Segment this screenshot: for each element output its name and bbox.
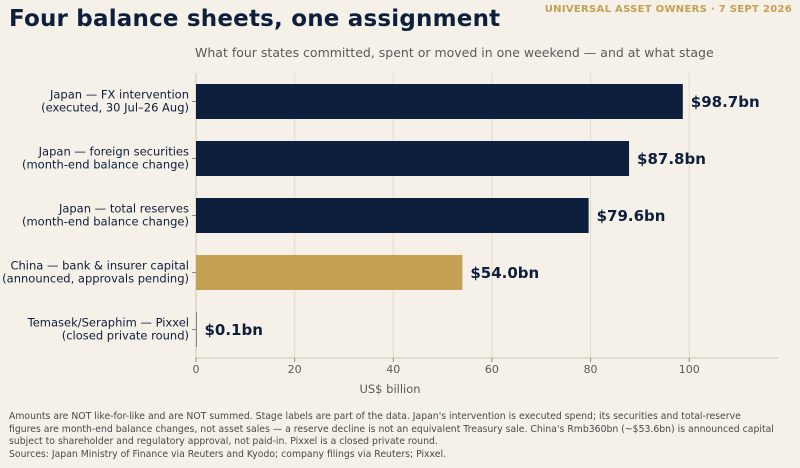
bar (196, 141, 630, 176)
x-tick-label: 20 (288, 363, 302, 376)
data-label: $79.6bn (597, 207, 666, 225)
sources-line: Sources: Japan Ministry of Finance via R… (9, 448, 447, 460)
category-label-line: (month-end balance change) (22, 215, 189, 229)
category-label-line: Japan — foreign securities (38, 145, 189, 159)
category-label: China — bank & insurer capital (announced… (2, 259, 189, 286)
category-label-line: Japan — total reserves (58, 202, 189, 216)
category-label-line: (executed, 30 Jul–26 Aug) (41, 101, 189, 115)
category-label: Japan — foreign securities (month-end bal… (22, 145, 189, 172)
category-label-line: Temasek/Seraphim — Pixxel (27, 316, 189, 330)
bar (196, 255, 463, 290)
category-label-line: (closed private round) (62, 329, 189, 343)
note-line: subject to shareholder and regulatory ap… (9, 436, 438, 448)
bar (196, 84, 683, 119)
bar-chart: 0 20 40 60 80 100 US$ billion Japan — FX interv… (2, 73, 778, 396)
chart-subtitle: What four states committed, spent or mov… (195, 45, 714, 60)
category-label-line: (month-end balance change) (22, 158, 189, 172)
x-tick-label: 60 (485, 363, 499, 376)
chart-notes: Amounts are NOT like-for-like and are NO… (9, 411, 774, 461)
x-tick-label: 100 (679, 363, 700, 376)
publication-kicker: UNIVERSAL ASSET OWNERS · 7 SEPT 2026 (544, 4, 792, 15)
category-label-line: China — bank & insurer capital (10, 259, 189, 273)
data-label: $0.1bn (204, 321, 262, 339)
note-line: figures are month-end balance changes, n… (9, 423, 774, 435)
category-label: Japan — FX intervention (executed, 30 Jul… (41, 88, 189, 115)
x-axis-label: US$ billion (359, 382, 420, 396)
x-tick-label: 80 (584, 363, 598, 376)
data-label: $54.0bn (470, 264, 539, 282)
chart-title: Four balance sheets, one assignment (9, 6, 501, 32)
note-line: Amounts are NOT like-for-like and are NO… (9, 411, 741, 422)
data-label: $87.8bn (637, 150, 706, 168)
category-label: Japan — total reserves (month-end balance… (22, 202, 189, 229)
category-label-line: (announced, approvals pending) (2, 272, 189, 286)
category-label-line: Japan — FX intervention (49, 88, 189, 102)
bar (196, 198, 589, 233)
category-label: Temasek/Seraphim — Pixxel (closed private… (27, 316, 189, 343)
data-label: $98.7bn (691, 93, 760, 111)
x-tick-label: 0 (193, 363, 200, 376)
x-tick-label: 40 (386, 363, 400, 376)
